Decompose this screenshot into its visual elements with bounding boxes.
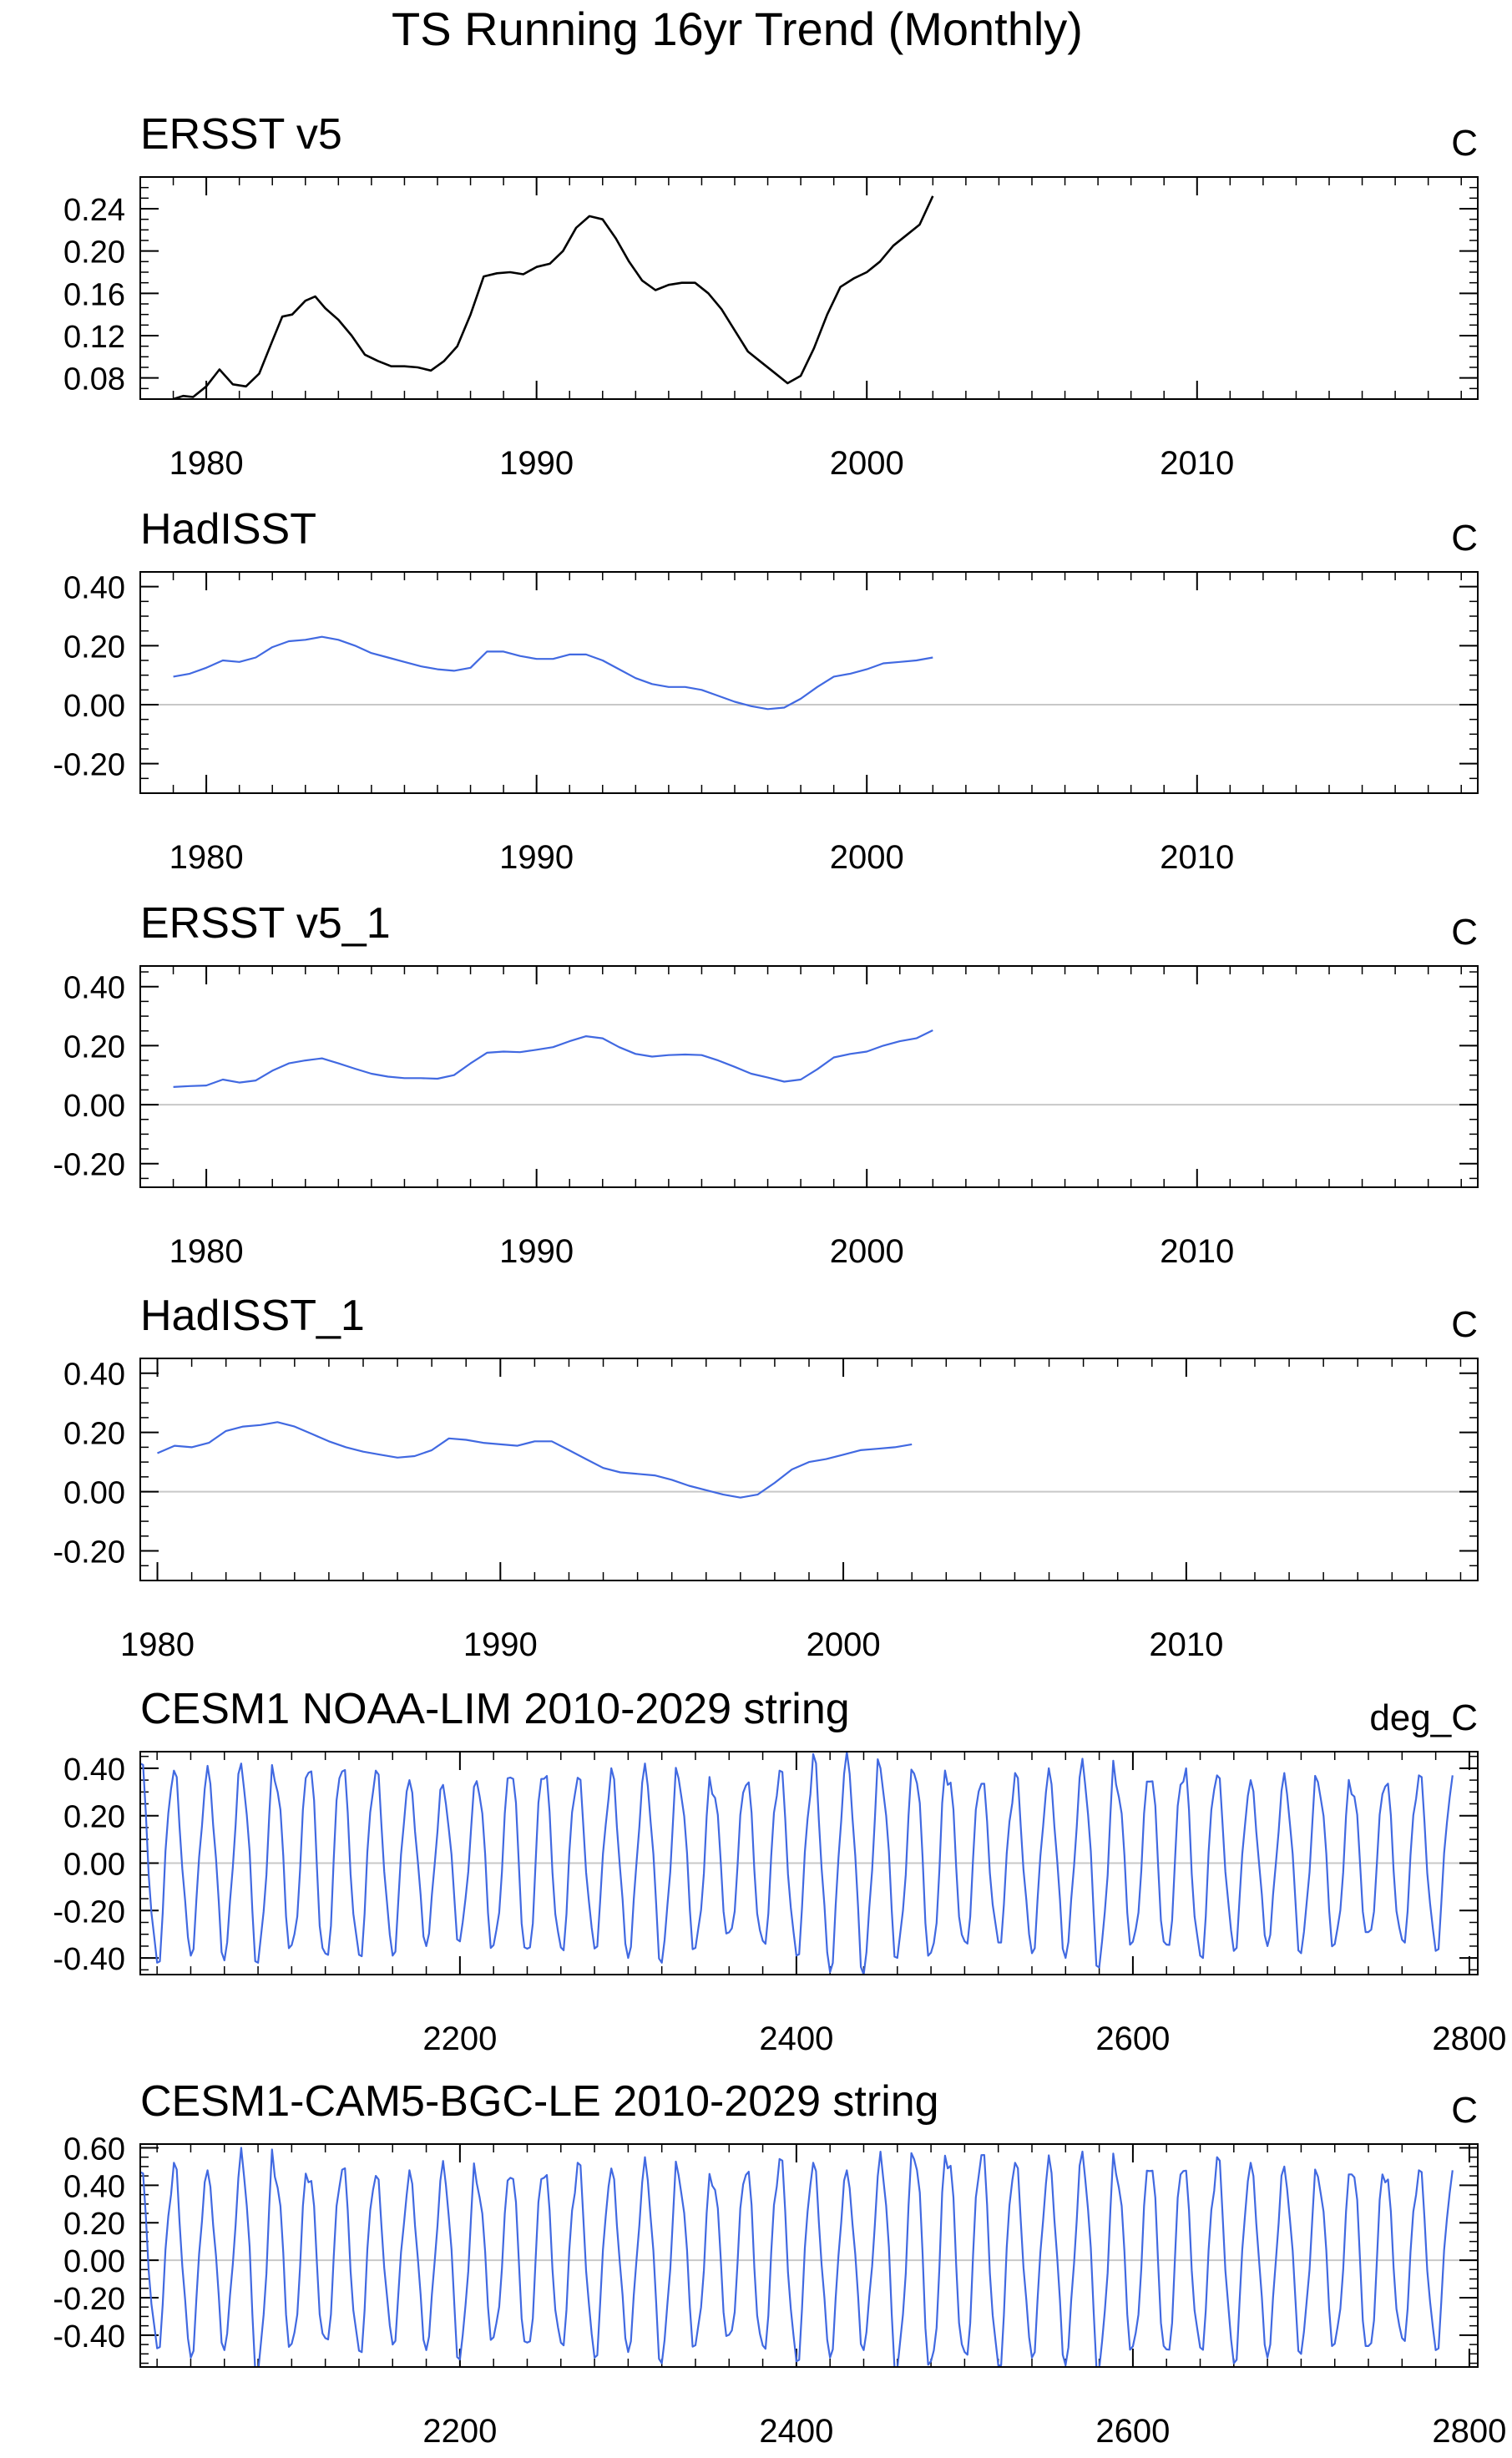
plot-frame (139, 965, 1479, 1188)
x-tick-label: 1990 (499, 445, 574, 482)
x-tick-label: 1990 (499, 1233, 574, 1270)
x-tick-label: 2010 (1160, 839, 1234, 876)
y-tick-label: -0.20 (53, 2282, 125, 2317)
x-tick-label: 2800 (1432, 2413, 1506, 2450)
y-tick-label: 0.20 (63, 235, 125, 271)
panel-title: HadISST (140, 505, 316, 554)
panel-title: ERSST v5_1 (140, 899, 391, 948)
x-tick-label: 2200 (422, 2021, 497, 2057)
x-tick-label: 2600 (1095, 2021, 1170, 2057)
x-tick-label: 2600 (1095, 2413, 1170, 2450)
plot-frame (139, 176, 1479, 400)
y-tick-label: 0.40 (63, 1358, 125, 1393)
figure-title: TS Running 16yr Trend (Monthly) (392, 3, 1083, 55)
y-tick-label: 0.00 (63, 689, 125, 724)
x-tick-label: 1980 (169, 445, 244, 482)
plot-frame (139, 571, 1479, 794)
y-tick-label: -0.20 (53, 1894, 125, 1929)
chart-panel-4: HadISST_1 C 1980 1990 2000 2010 -0.20 0.00 0.20 0… (53, 1292, 1479, 1663)
x-tick-label: 1990 (463, 1626, 538, 1663)
panel-units: C (1451, 912, 1478, 953)
y-tick-label: 0.20 (63, 1800, 125, 1835)
y-tick-label: 0.20 (63, 2207, 125, 2242)
y-tick-label: 0.16 (63, 277, 125, 312)
panel-title: HadISST_1 (140, 1292, 365, 1340)
panel-title: CESM1-CAM5-BGC-LE 2010-2029 string (140, 2077, 939, 2126)
panel-units: C (1451, 123, 1478, 164)
plot-frame (139, 1358, 1479, 1581)
y-tick-label: 0.00 (63, 1089, 125, 1124)
y-tick-label: -0.20 (53, 748, 125, 783)
x-tick-label: 2000 (830, 1233, 904, 1270)
plot-frame (139, 1751, 1479, 1975)
x-tick-label: 2400 (759, 2413, 833, 2450)
y-tick-label: 0.40 (63, 571, 125, 606)
x-tick-label: 2200 (422, 2413, 497, 2450)
panel-units: C (1451, 518, 1478, 559)
chart-panel-2: HadISST C 1980 1990 2000 2010 -0.20 0.00 0.20 0.4… (53, 505, 1479, 876)
x-tick-label: 2000 (830, 839, 904, 876)
x-tick-label: 2400 (759, 2021, 833, 2057)
y-tick-label: 0.00 (63, 1848, 125, 1883)
series-line (157, 1421, 913, 1499)
panel-units: C (1451, 2090, 1478, 2131)
y-tick-label: 0.20 (63, 1029, 125, 1065)
series-line (140, 2147, 1454, 2367)
y-tick-label: 0.60 (63, 2132, 125, 2167)
chart-panel-6: CESM1-CAM5-BGC-LE 2010-2029 string C 2200 2… (53, 2077, 1506, 2450)
panel-units: C (1451, 1304, 1478, 1345)
x-tick-label: 2010 (1149, 1626, 1223, 1663)
x-tick-label: 2000 (830, 445, 904, 482)
y-tick-label: -0.40 (53, 2319, 125, 2354)
y-tick-label: 0.12 (63, 320, 125, 355)
panel-title: CESM1 NOAA-LIM 2010-2029 string (140, 1685, 850, 1733)
y-tick-label: -0.20 (53, 1535, 125, 1570)
y-tick-label: 0.20 (63, 630, 125, 665)
x-tick-label: 2800 (1432, 2021, 1506, 2057)
y-tick-label: -0.40 (53, 1942, 125, 1977)
y-tick-label: 0.08 (63, 362, 125, 397)
y-tick-label: 0.00 (63, 2244, 125, 2279)
y-tick-label: 0.00 (63, 1476, 125, 1511)
x-tick-label: 1980 (120, 1626, 195, 1663)
chart-panel-5: CESM1 NOAA-LIM 2010-2029 string deg_C 2200… (53, 1685, 1506, 2057)
y-tick-label: 0.40 (63, 1752, 125, 1788)
x-tick-label: 1980 (169, 839, 244, 876)
panel-title: ERSST v5 (140, 110, 342, 159)
x-tick-label: 1990 (499, 839, 574, 876)
y-tick-label: 0.40 (63, 2169, 125, 2204)
series-line (140, 1752, 1454, 1975)
y-tick-label: 0.40 (63, 971, 125, 1006)
chart-panel-1: ERSST v5 C 1980 1990 2000 2010 0.08 0.12 0.16 0.2… (63, 110, 1479, 482)
x-tick-label: 1980 (169, 1233, 244, 1270)
chart-panel-3: ERSST v5_1 C 1980 1990 2000 2010 -0.20 0.00 0.20… (53, 899, 1479, 1270)
x-tick-label: 2000 (807, 1626, 881, 1663)
plot-frame (139, 2143, 1479, 2368)
panel-units: deg_C (1369, 1697, 1478, 1738)
x-tick-label: 2010 (1160, 1233, 1234, 1270)
series-line (173, 635, 933, 711)
y-tick-label: -0.20 (53, 1148, 125, 1183)
series-line (173, 195, 934, 399)
chart-panels: ERSST v5 C 1980 1990 2000 2010 0.08 0.12 0.16 0.2… (53, 110, 1506, 2450)
x-tick-label: 2010 (1160, 445, 1234, 482)
y-tick-label: 0.24 (63, 193, 125, 228)
series-line (173, 1029, 933, 1088)
y-tick-label: 0.20 (63, 1417, 125, 1452)
